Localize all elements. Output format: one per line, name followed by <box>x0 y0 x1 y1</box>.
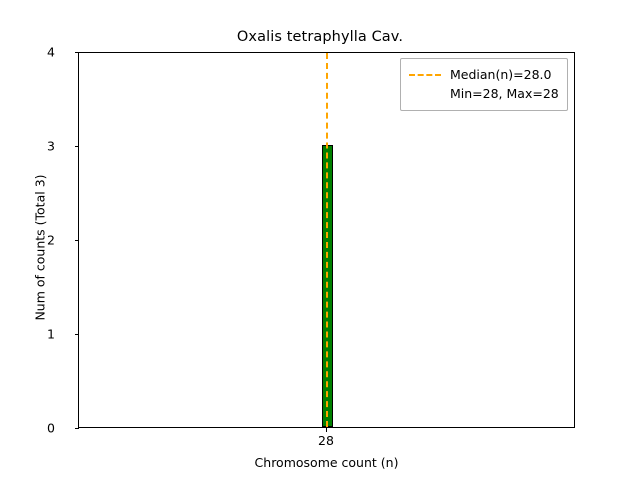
y-axis-label: Num of counts (Total 3) <box>32 174 48 321</box>
legend[interactable]: Median(n)=28.0 Min=28, Max=28 <box>400 58 568 111</box>
chart-title: Oxalis tetraphylla Cav. <box>236 29 404 45</box>
xtick-label-28: 28 <box>318 433 334 448</box>
legend-entry-minmax[interactable]: Min=28, Max=28 <box>409 84 559 103</box>
legend-label-median: Median(n)=28.0 <box>450 67 552 82</box>
median-line <box>326 53 328 427</box>
plot-inner <box>79 53 574 427</box>
ytick-label-2: 2 <box>47 232 55 248</box>
ytick-mark-4 <box>74 52 79 53</box>
ytick-label-4: 4 <box>47 44 55 60</box>
xtick-mark-28 <box>326 428 327 432</box>
ytick-label-3: 3 <box>47 138 55 154</box>
ytick-mark-1 <box>74 334 79 335</box>
ytick-mark-2 <box>74 240 79 241</box>
legend-entry-median[interactable]: Median(n)=28.0 <box>409 65 559 84</box>
ytick-label-1: 1 <box>47 326 55 342</box>
dashed-line-icon <box>409 73 441 76</box>
x-axis-label: Chromosome count (n) <box>254 455 399 470</box>
plot-area <box>78 52 575 428</box>
legend-label-minmax: Min=28, Max=28 <box>450 86 559 101</box>
ytick-mark-3 <box>74 146 79 147</box>
ytick-label-0: 0 <box>47 420 55 436</box>
ytick-mark-0 <box>74 428 79 429</box>
